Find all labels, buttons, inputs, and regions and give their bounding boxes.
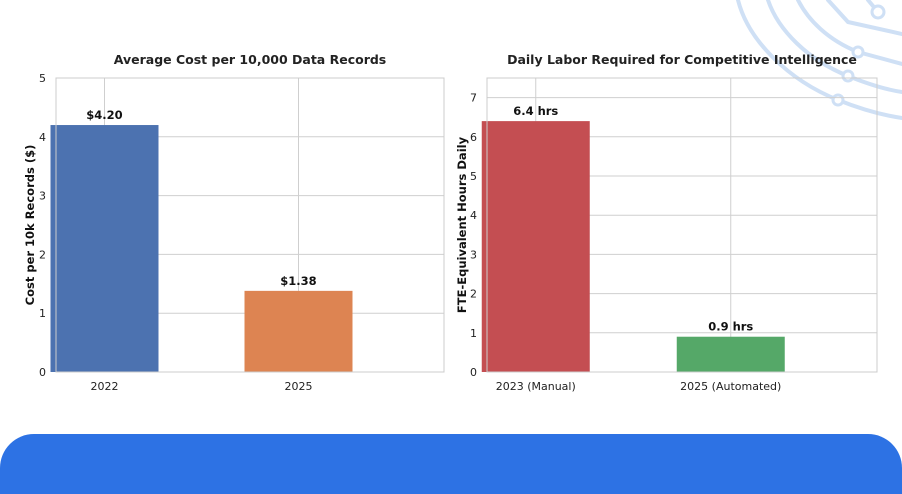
y-tick-label: 1	[470, 327, 477, 340]
bar-2022	[50, 125, 159, 372]
y-tick-label: 5	[39, 72, 46, 85]
y-axis-label: Cost per 10k Records ($)	[23, 145, 37, 306]
data-label: $4.20	[86, 108, 122, 122]
chart-title: Average Cost per 10,000 Data Records	[114, 52, 387, 67]
y-tick-label: 1	[39, 307, 46, 320]
footer-banner	[0, 434, 902, 494]
y-tick-label: 2	[470, 288, 477, 301]
x-tick-label: 2023 (Manual)	[496, 380, 576, 393]
x-tick-label: 2025	[285, 380, 313, 393]
y-tick-label: 0	[470, 366, 477, 379]
data-label: 6.4 hrs	[513, 104, 558, 118]
bar-2023-manual	[481, 121, 590, 373]
charts-canvas: $4.20 $1.38 0 1 2 3 4 5 2022 2025 Average Cost per…	[23, 52, 878, 393]
y-tick-label: 4	[39, 131, 46, 144]
y-tick-label: 4	[470, 209, 477, 222]
y-tick-label: 2	[39, 248, 46, 261]
y-axis-label: FTE-Equivalent Hours Daily	[455, 136, 469, 313]
y-tick-label: 0	[39, 366, 46, 379]
cost-chart: $4.20 $1.38 0 1 2 3 4 5 2022 2025 Average Cost per…	[23, 52, 445, 393]
y-tick-label: 5	[470, 170, 477, 183]
data-label: $1.38	[280, 274, 316, 288]
bar-2025	[244, 290, 353, 372]
y-tick-label: 7	[470, 92, 477, 105]
y-tick-label: 3	[470, 248, 477, 261]
y-tick-label: 3	[39, 190, 46, 203]
labor-chart: 6.4 hrs 0.9 hrs 0 1 2 3 4 5 6 7 2023 (Manual) 2025 …	[455, 52, 878, 393]
x-tick-label: 2025 (Automated)	[680, 380, 781, 393]
data-label: 0.9 hrs	[708, 320, 753, 334]
y-tick-label: 6	[470, 131, 477, 144]
plot-frame	[55, 77, 445, 373]
chart-title: Daily Labor Required for Competitive Int…	[507, 52, 857, 67]
plot-frame	[486, 77, 878, 373]
x-tick-label: 2022	[91, 380, 119, 393]
bar-2025-automated	[676, 336, 785, 372]
